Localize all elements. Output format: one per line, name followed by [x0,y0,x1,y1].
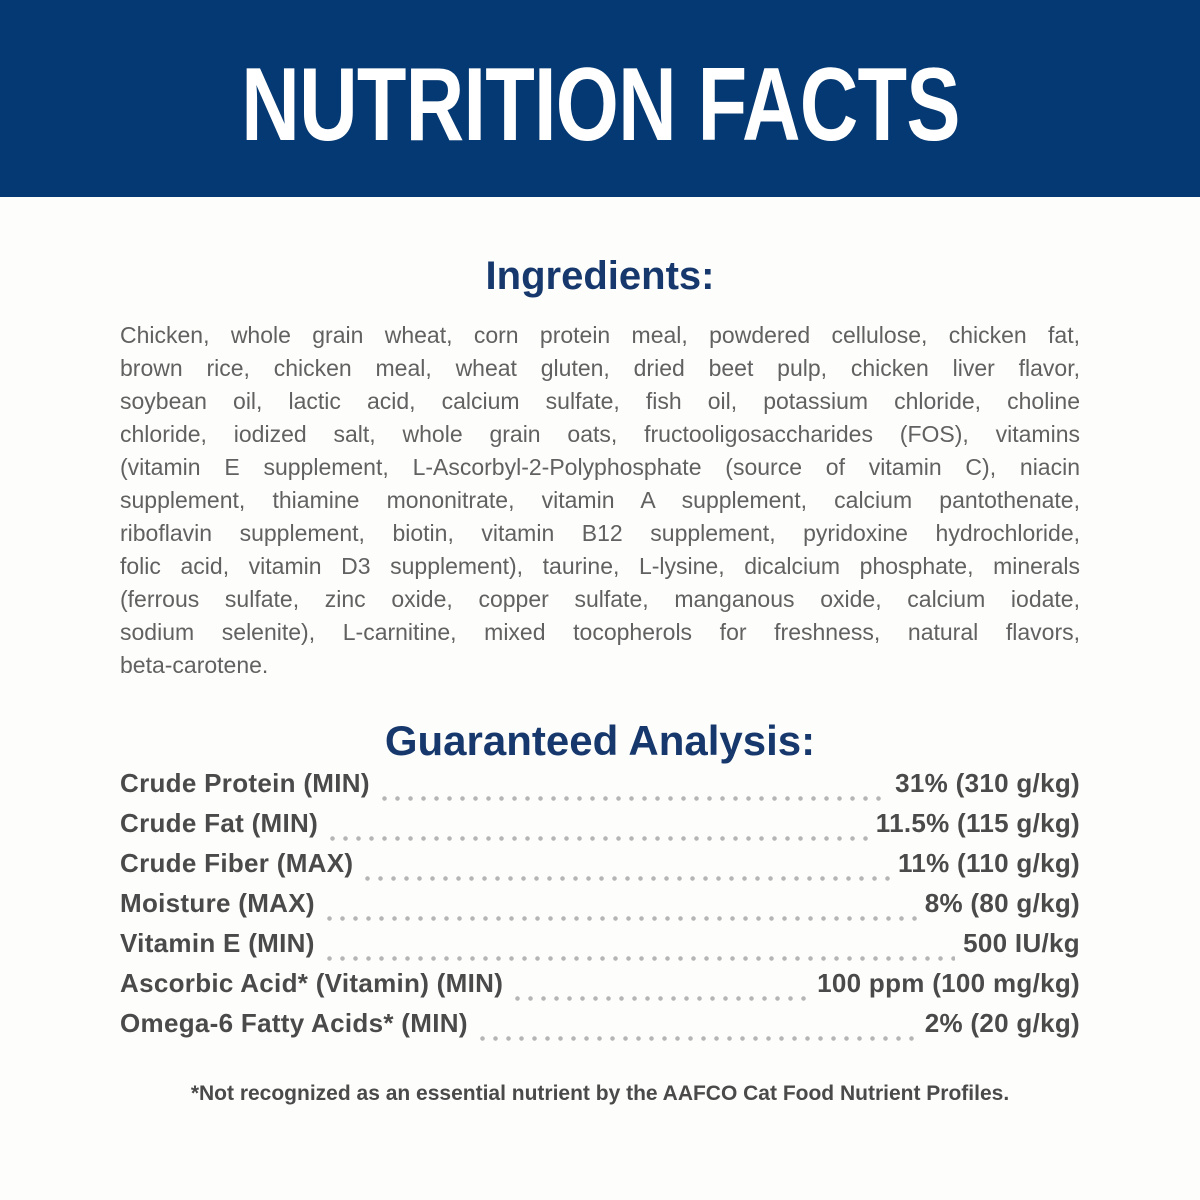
analysis-row: Crude Fiber (MAX) 11% (110 g/kg) [120,848,1080,888]
ingredients-line: (vitamin E supplement, L-Ascorbyl-2-Poly… [120,454,1080,480]
ingredients-line: beta-carotene. [120,652,269,678]
ingredients-heading: Ingredients: [485,254,715,298]
guaranteed-analysis-heading: Guaranteed Analysis: [384,717,816,764]
nutrient-value: 31% (310 g/kg) [895,768,1080,798]
analysis-row: Omega-6 Fatty Acids* (MIN) 2% (20 g/kg) [120,1008,1080,1048]
analysis-row: Vitamin E (MIN) 500 IU/kg [120,928,1080,968]
analysis-row: Crude Protein (MIN) 31% (310 g/kg) [120,768,1080,808]
dotted-leader [377,796,888,801]
nutrient-label: Vitamin E (MIN) [120,928,315,958]
nutrient-label: Crude Fat (MIN) [120,808,319,838]
nutrient-value: 8% (80 g/kg) [924,888,1080,918]
dotted-leader [475,1036,917,1041]
ingredients-line: riboflavin supplement, biotin, vitamin B… [120,520,1080,546]
ingredients-line: folic acid, vitamin D3 supplement), taur… [120,553,1080,579]
ingredients-line: supplement, thiamine mononitrate, vitami… [120,487,1080,513]
page-title: NUTRITION FACTS [240,47,960,163]
nutrient-label: Moisture (MAX) [120,888,315,918]
analysis-row: Ascorbic Acid* (Vitamin) (MIN) 100 ppm (1… [120,968,1080,1008]
nutrient-value: 2% (20 g/kg) [924,1008,1080,1038]
aafco-footnote: *Not recognized as an essential nutrient… [190,1082,1010,1105]
ingredients-section: Ingredients: Chicken, whole grain wheat,… [0,253,1200,682]
nutrient-label: Crude Fiber (MAX) [120,848,354,878]
dotted-leader [511,996,810,1001]
guaranteed-analysis-table: Crude Protein (MIN) 31% (310 g/kg) Crude F… [120,768,1080,1048]
nutrient-value: 100 ppm (100 mg/kg) [817,968,1080,998]
dotted-leader [322,956,956,961]
nutrient-label: Crude Protein (MIN) [120,768,370,798]
ingredients-line: sodium selenite), L-carnitine, mixed toc… [120,619,1080,645]
ingredients-line: Chicken, whole grain wheat, corn protein… [120,322,1080,348]
nutrient-value: 11% (110 g/kg) [898,848,1080,878]
nutrient-label: Omega-6 Fatty Acids* (MIN) [120,1008,468,1038]
ingredients-line: soybean oil, lactic acid, calcium sulfat… [120,388,1080,414]
ingredients-text: Chicken, whole grain wheat, corn protein… [120,319,1080,682]
dotted-leader [361,876,891,881]
analysis-row: Crude Fat (MIN) 11.5% (115 g/kg) [120,808,1080,848]
nutrient-label: Ascorbic Acid* (Vitamin) (MIN) [120,968,504,998]
ingredients-line: (ferrous sulfate, zinc oxide, copper sul… [120,586,1080,612]
ingredients-line: brown rice, chicken meal, wheat gluten, … [120,355,1080,381]
nutrition-facts-banner: NUTRITION FACTS [0,0,1200,197]
ingredients-line: chloride, iodized salt, whole grain oats… [120,421,1080,447]
guaranteed-analysis-section: Guaranteed Analysis: Crude Protein (MIN)… [0,716,1200,1048]
label-content: Ingredients: Chicken, whole grain wheat,… [0,253,1200,1106]
analysis-row: Moisture (MAX) 8% (80 g/kg) [120,888,1080,928]
dotted-leader [326,836,868,841]
dotted-leader [322,916,917,921]
nutrient-value: 11.5% (115 g/kg) [875,808,1080,838]
nutrient-value: 500 IU/kg [963,928,1080,958]
